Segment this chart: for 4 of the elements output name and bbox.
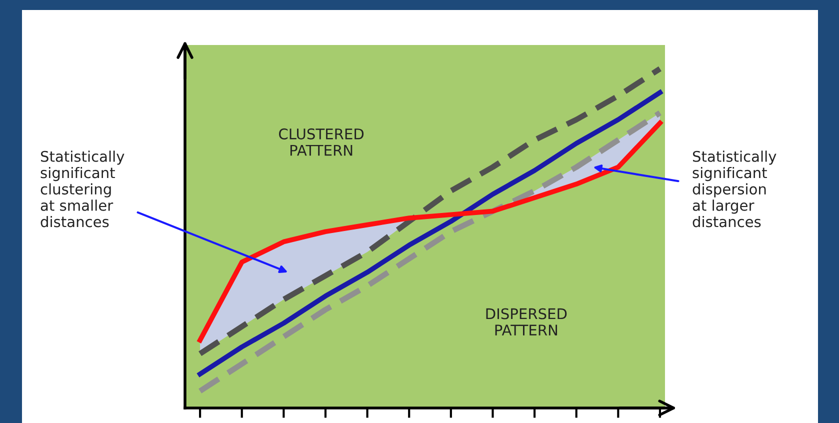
annotation: DISPERSED PATTERN: [486, 308, 567, 336]
text: Statistically significant dispersion at larger distances: [692, 150, 776, 228]
text: Statistically significant clustering at smaller distances: [40, 150, 124, 228]
annotation: CLUSTERED PATTERN: [279, 128, 364, 156]
